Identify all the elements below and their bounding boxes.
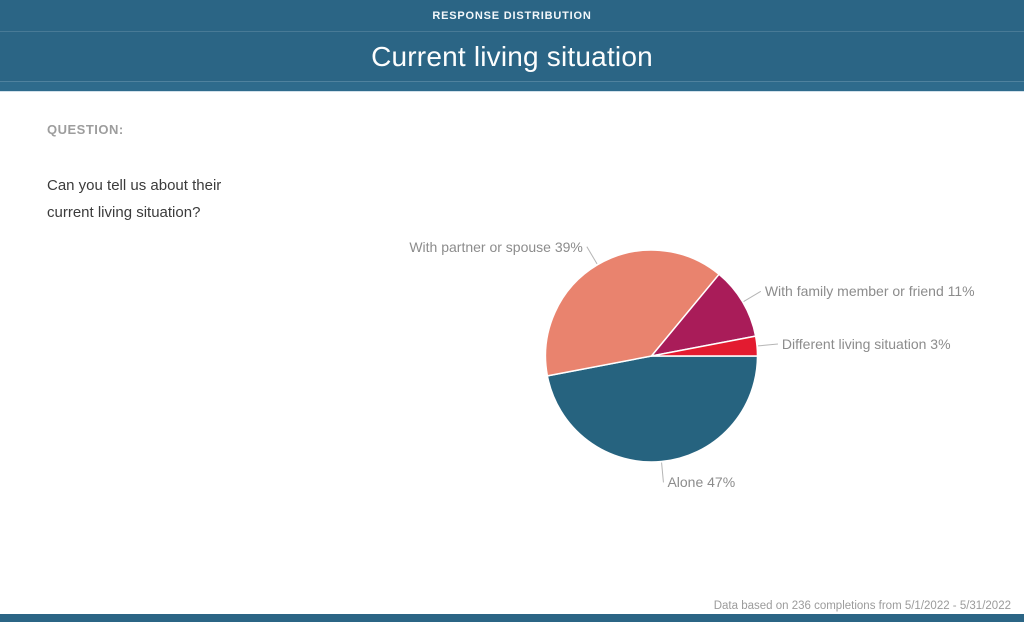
pie-slice-different-living-situation[interactable] [650,335,759,357]
kicker-bar: RESPONSE DISTRIBUTION [0,0,1024,31]
kicker-text: RESPONSE DISTRIBUTION [432,9,592,22]
header-accent-strip [0,81,1024,92]
slice-label-different-living-situation: Different living situation 3% [781,336,951,353]
page-title: Current living situation [371,40,653,72]
question-label: QUESTION: [47,122,124,137]
pie-slice-with-partner-or-spouse[interactable] [544,249,720,377]
leader-line-with-partner-or-spouse [586,246,598,265]
slice-label-with-partner-or-spouse: With partner or spouse 39% [409,238,583,255]
leader-line-different-living-situation [757,343,778,347]
slice-label-with-family-member-or-friend: With family member or friend 11% [764,283,975,300]
question-section: QUESTION: Can you tell us about their cu… [47,122,277,226]
footer-bar [0,614,1024,622]
slice-label-alone: Alone 47% [667,474,736,491]
leader-line-alone [661,462,664,483]
footnote: Data based on 236 completions from 5/1/2… [713,600,1011,612]
leader-line-with-family-member-or-friend [743,290,762,302]
title-band: Current living situation [0,31,1024,81]
question-text: Can you tell us about their current livi… [47,177,222,221]
pie-slice-with-family-member-or-friend[interactable] [650,273,757,357]
pie-slice-alone[interactable] [546,355,759,463]
